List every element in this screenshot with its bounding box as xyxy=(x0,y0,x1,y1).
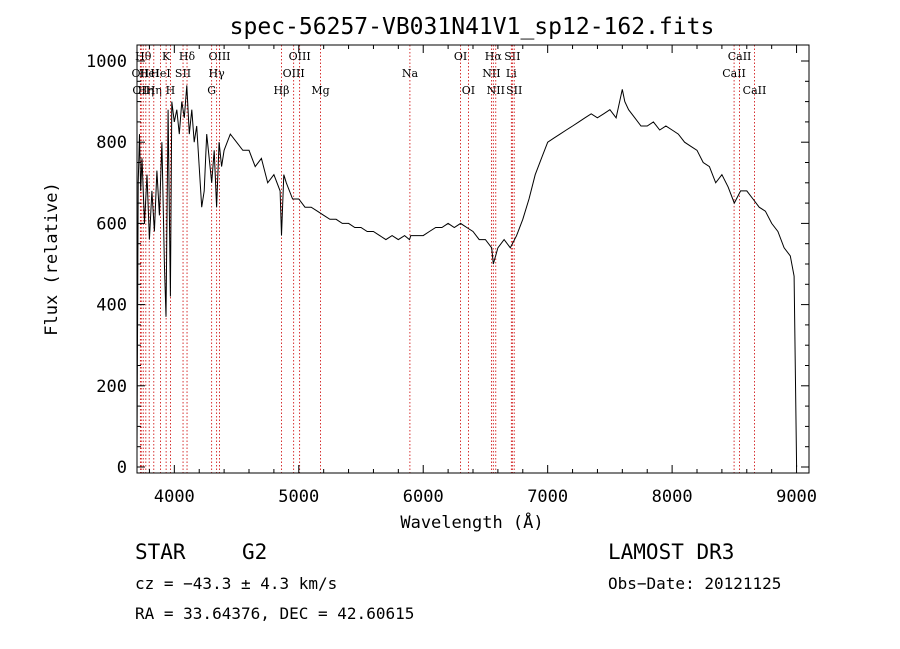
marker-label-g: G xyxy=(207,84,216,97)
y-tick-label: 600 xyxy=(96,214,127,234)
x-tick-label: 4000 xyxy=(154,487,195,507)
y-axis-ticks: 0 200 400 600 800 1000 xyxy=(86,52,809,478)
marker-label-hei: HeI xyxy=(139,67,159,80)
spectral-line-markers: OIIOIIHθHηHeIHηHeIKHSIIHδGHγOIIIHβOIIIOI… xyxy=(132,45,767,473)
plot-frame xyxy=(136,44,810,474)
spectrum-line xyxy=(136,85,798,468)
y-tick-label: 400 xyxy=(96,296,127,316)
marker-label-hβ: Hβ xyxy=(274,84,290,97)
marker-label-oi: OI xyxy=(454,50,467,63)
y-axis-label: Flux (relative) xyxy=(42,182,62,336)
object-class: STAR xyxy=(135,540,186,564)
marker-label-k: K xyxy=(162,50,171,63)
marker-label-hη: Hη xyxy=(138,84,154,97)
marker-label-oii: OII xyxy=(132,67,150,80)
marker-label-oi: OI xyxy=(462,84,475,97)
redshift-info: cz = −43.3 ± 4.3 km/s xyxy=(135,574,337,593)
x-tick-label: 9000 xyxy=(776,487,817,507)
chart-title: spec-56257-VB031N41V1_sp12-162.fits xyxy=(230,14,715,40)
marker-label-hα: Hα xyxy=(485,50,503,63)
marker-label-mg: Mg xyxy=(311,84,329,97)
y-tick-label: 1000 xyxy=(86,52,127,72)
marker-label-sii: SII xyxy=(175,67,191,80)
x-axis-ticks: 4000 5000 6000 7000 8000 9000 xyxy=(148,45,817,507)
coordinates-info: RA = 33.64376, DEC = 42.60615 xyxy=(135,604,414,623)
y-tick-label: 200 xyxy=(96,377,127,397)
marker-label-nii: NII xyxy=(482,67,500,80)
object-subclass: G2 xyxy=(242,540,267,564)
marker-label-hγ: Hγ xyxy=(209,67,226,80)
marker-label-caii: CaII xyxy=(743,84,767,97)
marker-label-na: Na xyxy=(402,67,419,80)
x-tick-label: 7000 xyxy=(527,487,568,507)
marker-label-hη: Hη xyxy=(146,84,162,97)
marker-label-hδ: Hδ xyxy=(179,50,196,63)
marker-label-nii: NII xyxy=(487,84,505,97)
x-tick-label: 5000 xyxy=(278,487,319,507)
marker-label-sii: SII xyxy=(506,84,522,97)
marker-label-oiii: OIII xyxy=(283,67,305,80)
y-tick-label: 0 xyxy=(117,458,127,478)
x-tick-label: 8000 xyxy=(652,487,693,507)
marker-label-sii: SII xyxy=(504,50,520,63)
marker-label-oiii: OIII xyxy=(289,50,311,63)
observation-date: Obs−Date: 20121125 xyxy=(608,574,781,593)
marker-label-caii: CaII xyxy=(722,67,746,80)
x-axis-label: Wavelength (Å) xyxy=(400,511,543,533)
x-tick-label: 6000 xyxy=(403,487,444,507)
survey-label: LAMOST DR3 xyxy=(608,540,734,564)
y-tick-label: 800 xyxy=(96,133,127,153)
marker-label-caii: CaII xyxy=(728,50,752,63)
marker-label-hei: HeI xyxy=(150,67,170,80)
marker-label-h: H xyxy=(166,84,176,97)
marker-label-hθ: Hθ xyxy=(135,50,152,63)
marker-label-oiii: OIII xyxy=(208,50,230,63)
marker-label-li: Li xyxy=(506,67,517,80)
